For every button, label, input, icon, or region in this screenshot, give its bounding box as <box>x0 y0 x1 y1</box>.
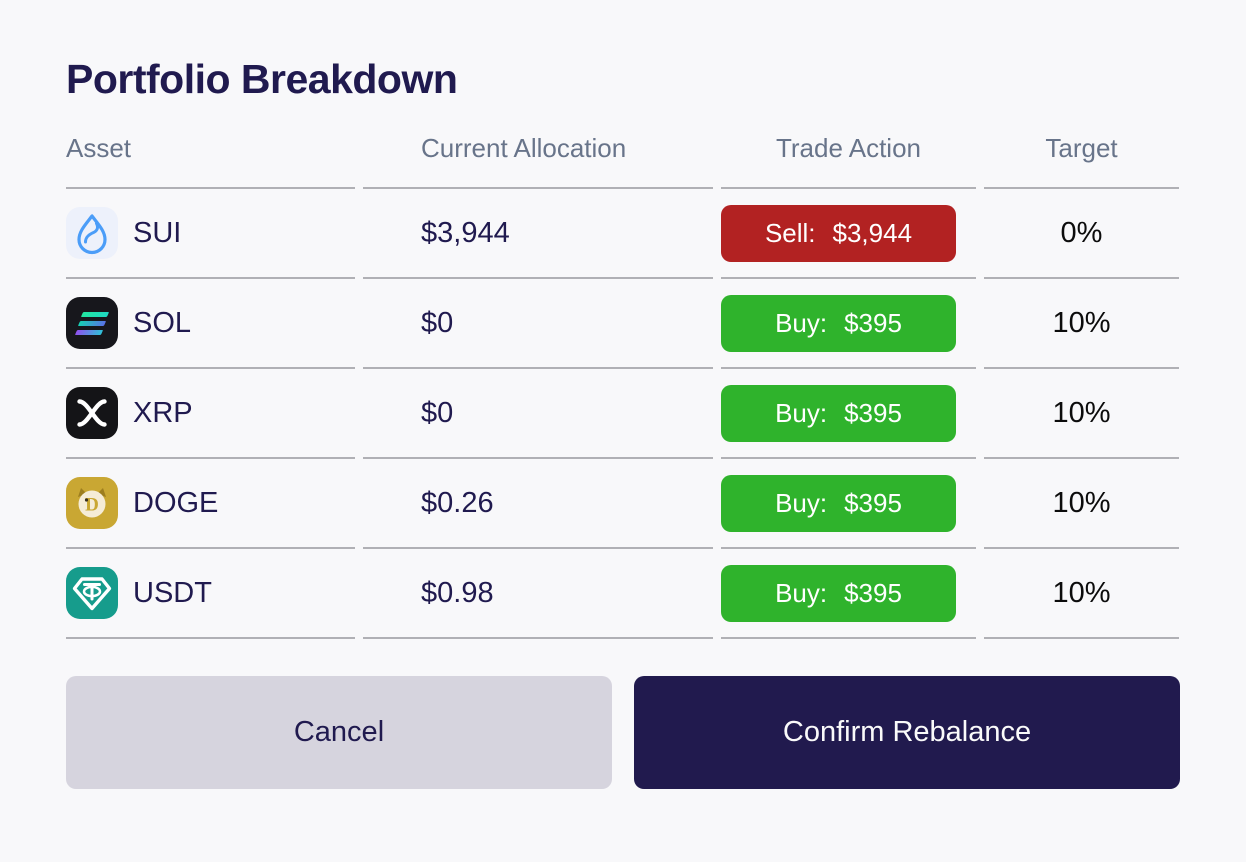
asset-name: DOGE <box>133 486 219 519</box>
column-header-trade-action: Trade Action <box>721 109 976 189</box>
trade-action-button[interactable]: Buy: $395 <box>721 564 956 622</box>
trade-action-amount: $395 <box>844 487 902 518</box>
current-allocation-value: $0.26 <box>363 459 713 549</box>
trade-action-button[interactable]: Buy: $395 <box>721 474 956 532</box>
trade-action-cell: Buy: $395 <box>721 549 976 639</box>
cancel-button[interactable]: Cancel <box>66 676 612 789</box>
target-value: 10% <box>984 279 1179 369</box>
asset-name: SOL <box>133 306 192 339</box>
xrp-icon <box>66 387 118 439</box>
table-row: SOL $0 Buy: $395 10% <box>66 279 1180 369</box>
current-allocation-value: $0 <box>363 369 713 459</box>
svg-text:D: D <box>85 495 99 516</box>
column-header-asset: Asset <box>66 109 355 189</box>
trade-action-button[interactable]: Sell: $3,944 <box>721 204 956 262</box>
asset-cell: SOL <box>66 279 355 369</box>
table-row: XRP $0 Buy: $395 10% <box>66 369 1180 459</box>
trade-action-button[interactable]: Buy: $395 <box>721 384 956 442</box>
sui-icon <box>66 207 118 259</box>
asset-name: XRP <box>133 396 193 429</box>
asset-name: SUI <box>133 216 182 249</box>
trade-action-button[interactable]: Buy: $395 <box>721 294 956 352</box>
trade-action-cell: Buy: $395 <box>721 279 976 369</box>
trade-action-amount: $395 <box>844 307 902 338</box>
table-row: SUI $3,944 Sell: $3,944 0% <box>66 189 1180 279</box>
trade-action-cell: Buy: $395 <box>721 369 976 459</box>
target-value: 10% <box>984 369 1179 459</box>
trade-action-verb: Buy: <box>775 487 828 518</box>
usdt-icon <box>66 567 118 619</box>
asset-cell: SUI <box>66 189 355 279</box>
trade-action-amount: $395 <box>844 577 902 608</box>
trade-action-verb: Buy: <box>775 397 828 428</box>
table-header-row: Asset Current Allocation Trade Action Ta… <box>66 109 1180 189</box>
current-allocation-value: $0.98 <box>363 549 713 639</box>
trade-action-amount: $3,944 <box>832 217 913 248</box>
portfolio-breakdown-panel: Portfolio Breakdown Asset Current Alloca… <box>66 56 1180 789</box>
trade-action-cell: Sell: $3,944 <box>721 189 976 279</box>
doge-icon: D <box>66 477 118 529</box>
trade-action-verb: Buy: <box>775 577 828 608</box>
target-value: 10% <box>984 459 1179 549</box>
footer-actions: Cancel Confirm Rebalance <box>66 676 1180 789</box>
trade-action-amount: $395 <box>844 397 902 428</box>
table-row: USDT $0.98 Buy: $395 10% <box>66 549 1180 639</box>
table-row: D DOGE $0.26 Buy: $395 10% <box>66 459 1180 549</box>
target-value: 0% <box>984 189 1179 279</box>
trade-action-verb: Buy: <box>775 307 828 338</box>
trade-action-verb: Sell: <box>764 217 816 248</box>
asset-name: USDT <box>133 576 212 609</box>
trade-action-cell: Buy: $395 <box>721 459 976 549</box>
page-title: Portfolio Breakdown <box>66 56 458 102</box>
asset-cell: USDT <box>66 549 355 639</box>
asset-cell: XRP <box>66 369 355 459</box>
current-allocation-value: $0 <box>363 279 713 369</box>
column-header-target: Target <box>984 109 1179 189</box>
asset-cell: D DOGE <box>66 459 355 549</box>
confirm-rebalance-button[interactable]: Confirm Rebalance <box>634 676 1180 789</box>
sol-icon <box>66 297 118 349</box>
current-allocation-value: $3,944 <box>363 189 713 279</box>
column-header-current-allocation: Current Allocation <box>363 109 713 189</box>
target-value: 10% <box>984 549 1179 639</box>
